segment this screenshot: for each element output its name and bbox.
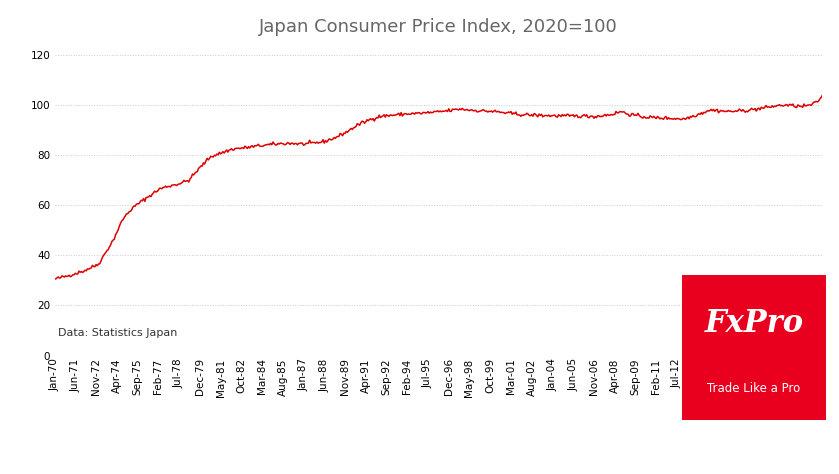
Text: Data: Statistics Japan: Data: Statistics Japan — [59, 328, 178, 338]
Title: Japan Consumer Price Index, 2020=100: Japan Consumer Price Index, 2020=100 — [259, 18, 618, 36]
Text: FxPro: FxPro — [705, 308, 804, 339]
Text: Trade Like a Pro: Trade Like a Pro — [707, 382, 800, 394]
